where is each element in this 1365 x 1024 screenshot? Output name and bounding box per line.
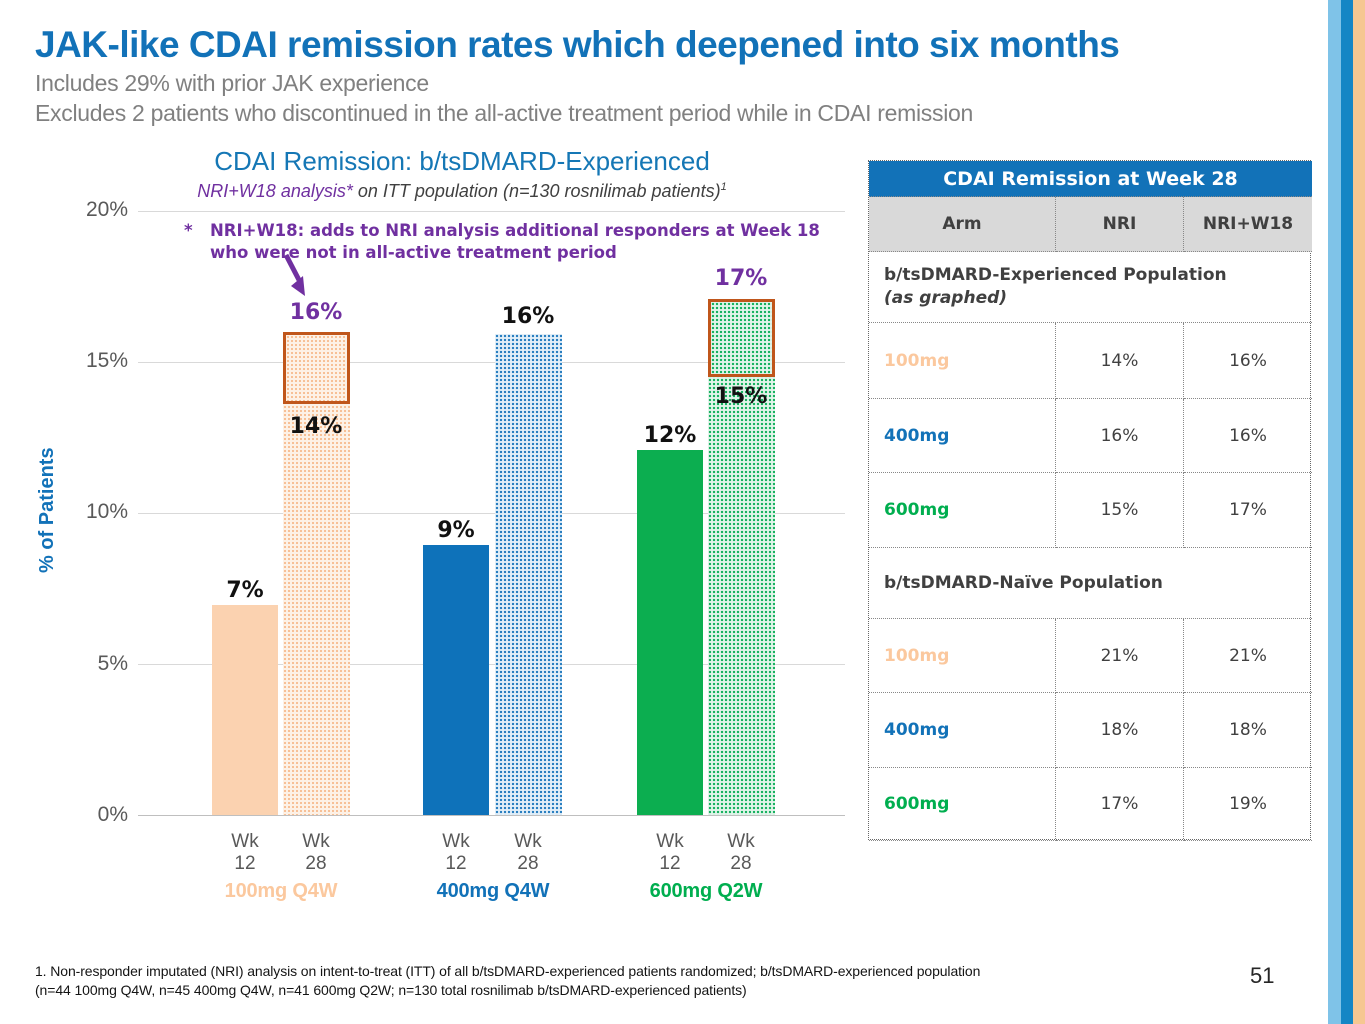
group-label-600mg: 600mg Q2W (649, 880, 763, 902)
x-tick-line-num: 28 (305, 853, 327, 874)
table-col-nri-w18: NRI+W18 (1184, 197, 1312, 252)
x-tick-line-wk: Wk (302, 831, 330, 852)
x-tick-line-num: 12 (234, 853, 256, 874)
bar-600mg-wk12 (637, 450, 703, 815)
table-col-arm: Arm (869, 197, 1056, 252)
x-tick-line-wk: Wk (231, 831, 259, 852)
y-tick-20: 20% (85, 198, 128, 221)
table-row-naive-100mg-nriw18: 21% (1184, 619, 1312, 693)
x-tick-line-num: 12 (659, 853, 681, 874)
x-tick-line-wk: Wk (514, 831, 542, 852)
bar-600mg-wk28 (708, 362, 775, 815)
group-label-400mg: 400mg Q4W (436, 880, 550, 902)
table-section-experienced: b/tsDMARD-Experienced Population (as gra… (869, 252, 1312, 323)
table-row-naive-100mg-arm: 100mg (869, 619, 1056, 693)
x-axis-line (138, 815, 845, 816)
bar-label-100mg-wk28: 14% (289, 414, 343, 439)
x-tick-400mg-wk28: Wk 28 (493, 831, 563, 875)
page-number: 51 (1250, 963, 1275, 988)
footnote-line-1: 1. Non-responder imputated (NRI) analysi… (35, 963, 981, 979)
group-label-100mg: 100mg Q4W (224, 880, 338, 902)
annotation-line-1: * NRI+W18: adds to NRI analysis additiona… (184, 220, 864, 242)
y-tick-0: 0% (97, 803, 128, 826)
table-row-exp-100mg-nri: 14% (1056, 323, 1184, 399)
y-tick-5: 5% (97, 652, 128, 675)
annotation-arrow-icon (283, 253, 305, 296)
table-row-exp-400mg-nriw18: 16% (1184, 399, 1312, 473)
slide-subtitle-2: Excludes 2 patients who discontinued in … (35, 100, 973, 126)
bar-label-400mg-wk28: 16% (501, 304, 555, 329)
table-col-nri: NRI (1056, 197, 1184, 252)
x-tick-600mg-wk28: Wk 28 (706, 831, 776, 875)
chart-subtitle: NRI+W18 analysis* on ITT population (n=1… (87, 181, 837, 202)
table-row-exp-100mg-arm: 100mg (869, 323, 1056, 399)
chart-subtitle-population: on ITT population (n=130 rosnilimab pati… (352, 181, 721, 201)
y-axis-title: % of Patients (36, 447, 58, 573)
chart-subtitle-footnote-ref: 1 (720, 181, 727, 193)
bar-400mg-wk12 (423, 545, 489, 815)
edge-stripe-dark-blue (1341, 0, 1353, 1024)
x-tick-100mg-wk28: Wk 28 (281, 831, 351, 875)
table-row-exp-600mg-nri: 15% (1056, 473, 1184, 548)
slide-subtitle-1: Includes 29% with prior JAK experience (35, 70, 429, 96)
x-tick-100mg-wk12: Wk 12 (210, 831, 280, 875)
y-tick-15: 15% (85, 349, 128, 372)
table-row-naive-400mg-nri: 18% (1056, 693, 1184, 768)
footnote: 1. Non-responder imputated (NRI) analysi… (35, 962, 1235, 1000)
box-label-600mg-nri-w18: 17% (714, 266, 768, 291)
gridline-10 (138, 513, 845, 514)
x-tick-line-wk: Wk (727, 831, 755, 852)
table-row-naive-600mg-nri: 17% (1056, 768, 1184, 841)
table-section-naive: b/tsDMARD-Naïve Population (869, 548, 1312, 619)
chart-subtitle-analysis: NRI+W18 analysis* (197, 181, 353, 201)
section-title: b/tsDMARD-Experienced Population (884, 265, 1227, 285)
table-row-exp-100mg-nriw18: 16% (1184, 323, 1312, 399)
table-row-naive-400mg-arm: 400mg (869, 693, 1056, 768)
x-tick-600mg-wk12: Wk 12 (635, 831, 705, 875)
bar-label-100mg-wk12: 7% (226, 578, 264, 603)
edge-stripe-light-blue (1328, 0, 1341, 1024)
bar-100mg-wk28 (283, 393, 350, 815)
edge-stripe-peach (1353, 0, 1365, 1024)
table-title: CDAI Remission at Week 28 (869, 161, 1312, 197)
bar-label-600mg-wk28: 15% (714, 384, 768, 409)
section-title: b/tsDMARD-Naïve Population (884, 572, 1163, 593)
table-row-exp-600mg-arm: 600mg (869, 473, 1056, 548)
box-600mg-nri-w18 (708, 299, 775, 377)
bar-100mg-wk12 (212, 605, 278, 815)
table-row-naive-100mg-nri: 21% (1056, 619, 1184, 693)
box-100mg-nri-w18 (283, 332, 350, 404)
chart-title: CDAI Remission: b/tsDMARD-Experienced (214, 146, 710, 176)
remission-table: CDAI Remission at Week 28 Arm NRI NRI+W1… (868, 160, 1312, 841)
annotation-line-2: who were not in all-active treatment per… (210, 243, 617, 262)
page-title: JAK-like CDAI remission rates which deep… (35, 24, 1120, 65)
table-row-naive-600mg-nriw18: 19% (1184, 768, 1312, 841)
footnote-line-2: (n=44 100mg Q4W, n=45 400mg Q4W, n=41 60… (35, 982, 747, 998)
nri-w18-annotation: * NRI+W18: adds to NRI analysis additiona… (184, 220, 864, 264)
x-tick-400mg-wk12: Wk 12 (421, 831, 491, 875)
table-row-exp-400mg-nri: 16% (1056, 399, 1184, 473)
bar-label-600mg-wk12: 12% (643, 423, 697, 448)
box-label-100mg-nri-w18: 16% (289, 300, 343, 325)
x-tick-line-wk: Wk (442, 831, 470, 852)
x-tick-line-num: 12 (445, 853, 467, 874)
gridline-20 (138, 211, 845, 212)
gridline-5 (138, 664, 845, 665)
y-tick-10: 10% (85, 500, 128, 523)
table-row-exp-600mg-nriw18: 17% (1184, 473, 1312, 548)
annotation-text-1: NRI+W18: adds to NRI analysis additional… (210, 221, 820, 240)
x-tick-line-num: 28 (517, 853, 539, 874)
x-tick-line-wk: Wk (656, 831, 684, 852)
table-row-exp-400mg-arm: 400mg (869, 399, 1056, 473)
x-tick-line-num: 28 (730, 853, 752, 874)
section-subtitle: (as graphed) (884, 288, 1008, 308)
bar-label-400mg-wk12: 9% (437, 518, 475, 543)
table-row-naive-400mg-nriw18: 18% (1184, 693, 1312, 768)
gridline-15 (138, 362, 845, 363)
asterisk: * (184, 221, 193, 240)
bar-400mg-wk28 (495, 334, 562, 815)
table-row-naive-600mg-arm: 600mg (869, 768, 1056, 841)
